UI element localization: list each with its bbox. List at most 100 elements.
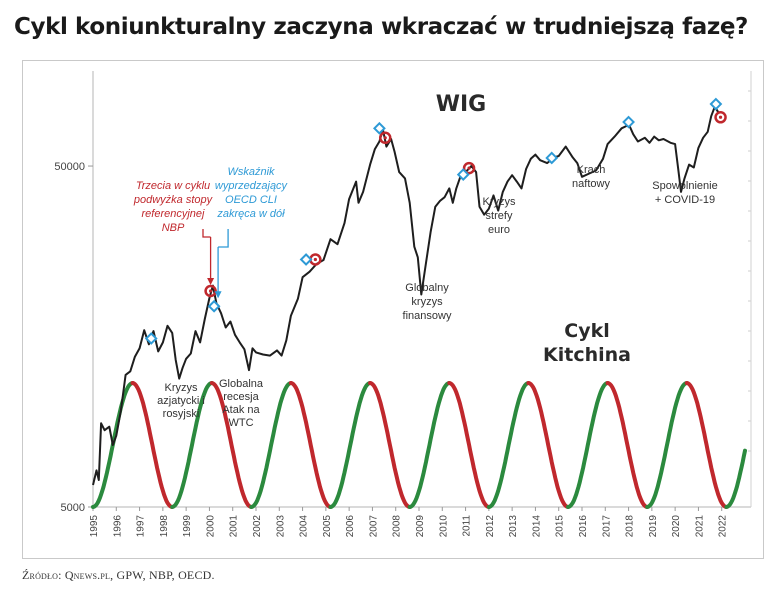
annotation-naft: naftowy [572,178,610,190]
oecd-cli-marker [545,151,559,165]
x-tick-label: 2002 [252,515,263,538]
x-tick-label: 2018 [625,515,636,538]
rate-hike-marker [378,131,392,145]
x-tick-label: 1998 [159,515,170,538]
x-tick-label: 2000 [205,515,216,538]
oecd-cli-marker [622,115,635,129]
x-tick-label: 2003 [275,515,286,538]
kitchin-cycle-rise [328,381,373,509]
x-tick-label: 1996 [112,515,123,538]
annotation-gkf: finansowy [403,310,452,322]
annotation-asia: rosyjski [163,408,200,420]
x-tick-label: 1999 [182,515,193,538]
annotation-oecd: OECD CLI [225,194,277,206]
nbp-arrow-line [202,229,211,238]
x-tick-label: 1995 [89,515,100,538]
kitchin-cycle-rise [724,448,747,509]
x-tick-label: 2009 [415,515,426,538]
annotation-recesja: WTC [228,417,253,429]
x-tick-label: 2008 [392,515,403,538]
x-tick-label: 2016 [578,515,589,538]
kitchin-cycle-rise [486,381,531,509]
annotation-asia: Kryzys [165,382,199,394]
annotation-oecd: Wskaźnik [227,166,275,178]
y-tick-label: 50000 [54,161,85,173]
rate-hike-marker [204,284,217,298]
nbp-arrow-head [207,278,215,286]
chart-title: Cykl koniunkturalny zaczyna wkraczać w t… [14,14,748,40]
chart-frame: 5000 50000 1995 1996 1997 1998 1999 2000 2001 200… [22,60,764,559]
annotation-covid: Spowolnienie [652,180,717,192]
oecd-cli-marker [299,253,313,266]
kitchin-cycle-rise [645,381,689,509]
annotation-recesja: recesja [223,391,259,403]
rate-hike-marker-dot [383,136,387,140]
annotation-euro: strefy [486,210,513,222]
annotation-nbp: NBP [162,222,185,234]
kitchin-cycle-rise [566,381,610,509]
annotation-nbp: podwyżka stopy [133,194,214,206]
x-tick-label: 2022 [718,515,729,538]
kitchin-cycle-rise [249,381,293,509]
x-tick-label: 2020 [671,515,682,538]
x-tick-label: 2014 [531,515,542,538]
rate-hike-marker-dot [208,289,213,293]
x-tick-label: 2021 [694,515,705,538]
oecd-cli-marker [207,299,221,313]
annotation-euro: euro [488,224,510,236]
wig-label: WIG [436,92,487,117]
annotation-gkf: Globalny [405,282,449,294]
kitchin-cycle-fall [368,381,412,509]
y-tick-label: 5000 [61,502,85,514]
kitchin-cycle-rise [407,381,452,509]
annotation-naft: Krach [577,164,606,176]
x-tick-label: 2017 [601,515,612,538]
annotation-recesja: Atak na [222,404,260,416]
kitchin-cycle-fall [605,381,650,509]
annotation-asia: azjatycki i [157,395,205,407]
x-tick-label: 2019 [648,515,659,538]
annotation-gkf: kryzys [411,296,443,308]
x-tick-label: 2012 [485,515,496,538]
annotation-nbp: Trzecia w cyklu [136,180,210,192]
x-tick-label: 2010 [438,515,449,538]
rate-hike-marker-dot [467,166,471,170]
annotation-recesja: Globalna [219,378,264,390]
rate-hike-marker [462,161,476,175]
kitchin-cycle-fall [209,381,254,509]
oecd-cli-marker [144,332,158,345]
oecd-cli-marker [709,97,723,111]
oecd-arrow-line [218,229,229,248]
annotation-euro: Kryzys [483,196,517,208]
x-tick-label: 2013 [508,515,519,538]
x-tick-label: 2006 [345,515,356,538]
oecd-cli-marker [456,168,470,181]
x-tick-label: 2005 [322,515,333,538]
kitchin-cycle-fall [288,381,333,509]
wig-chart: 5000 50000 1995 1996 1997 1998 1999 2000 2001 200… [54,71,752,538]
oecd-cli-marker [373,121,386,135]
kitchin-label: Cykl [564,320,609,342]
kitchin-cycle-rise [170,381,214,509]
source-note: Źródło: Qnews.pl, GPW, NBP, OECD. [22,568,215,582]
wig-series-line [92,106,720,486]
kitchin-cycle-fall [526,381,570,509]
kitchin-label: Kitchina [543,344,631,366]
annotation-nbp: referencyjnej [142,208,206,220]
annotation-oecd: zakręca w dół [216,208,285,220]
x-tick-label: 2011 [462,515,473,537]
rate-hike-marker-dot [313,257,317,262]
x-tick-label: 2015 [555,515,566,538]
rate-hike-marker-dot [718,115,723,119]
x-tick-label: 1997 [136,515,147,538]
annotation-oecd: wyprzedzający [215,180,289,192]
x-tick-label: 2001 [229,515,240,538]
rate-hike-marker [714,111,727,124]
kitchin-cycle-fall [684,381,729,509]
kitchin-cycle-fall [447,381,491,509]
x-tick-label: 2007 [368,515,379,538]
oecd-arrow-head [214,291,222,299]
kitchin-cycle-fall [130,381,175,509]
annotation-covid: + COVID-19 [655,194,715,206]
x-tick-label: 2004 [299,515,310,538]
